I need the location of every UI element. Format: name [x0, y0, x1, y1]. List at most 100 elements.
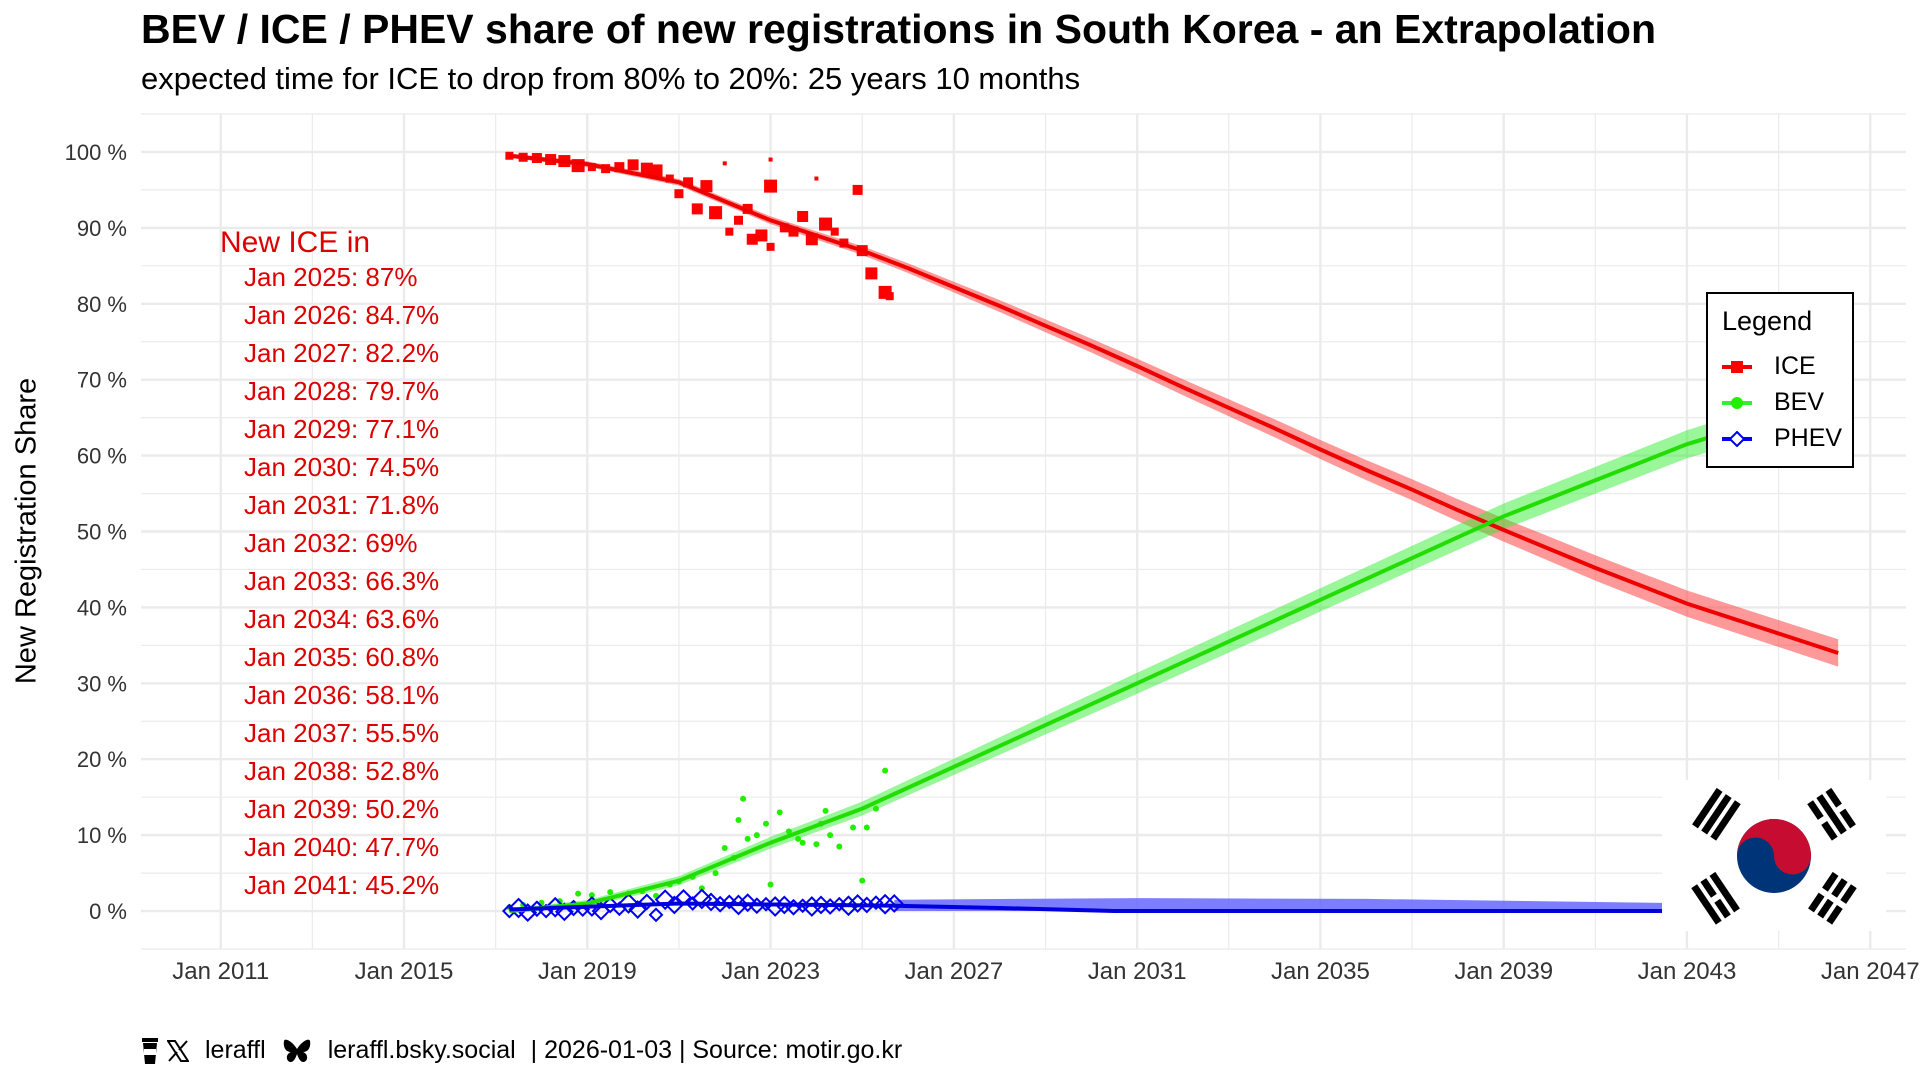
ice-data-point	[779, 223, 789, 233]
bev-data-point	[698, 885, 705, 892]
bev-data-point	[721, 845, 728, 852]
ice-data-point	[722, 161, 727, 166]
bar	[1817, 898, 1834, 919]
phev-trend-line	[509, 901, 1710, 913]
y-tick-label: 10 %	[77, 823, 127, 848]
bev-data-point	[607, 889, 614, 896]
bev-data-point	[753, 832, 760, 839]
x-tick-label: Jan 2047	[1821, 958, 1920, 985]
bev-data-point	[575, 890, 582, 897]
bev-data-point	[735, 816, 742, 823]
annotation-line: Jan 2033: 66.3%	[244, 566, 439, 596]
bar	[1691, 884, 1722, 925]
annotation-heading: New ICE in	[220, 226, 370, 259]
ice-data-point	[764, 179, 778, 193]
bev-data-point	[712, 870, 719, 877]
annotation-line: Jan 2029: 77.1%	[244, 414, 439, 444]
x-tick-label: Jan 2019	[538, 958, 637, 985]
ice-data-point	[691, 203, 703, 215]
bev-data-point	[827, 832, 834, 839]
bev-data-point	[836, 843, 843, 850]
legend-item-phev: PHEV	[1722, 424, 1842, 453]
annotation-line: Jan 2034: 63.6%	[244, 604, 439, 634]
bev-data-point	[799, 839, 806, 846]
chart-title: BEV / ICE / PHEV share of new registrati…	[141, 6, 1656, 52]
south-korea-flag-icon	[1662, 780, 1886, 931]
phev-data-point	[601, 896, 619, 914]
y-tick-label: 0 %	[89, 899, 127, 924]
footer: leraffl leraffl.bsky.social | 2026-01-03…	[141, 1036, 902, 1065]
bev-data-point	[850, 824, 857, 831]
bev-data-point	[859, 877, 866, 884]
ice-data-point	[674, 189, 684, 199]
ice-data-point	[587, 163, 596, 172]
ice-data-point	[614, 162, 625, 173]
ice-data-point	[768, 157, 773, 162]
y-tick-label: 90 %	[77, 216, 127, 241]
ice-confidence-band	[509, 153, 1839, 667]
bev-data-point	[588, 892, 595, 899]
y-axis-label: New Registration Share	[10, 377, 43, 685]
ice-trend-line	[509, 153, 1839, 655]
flag-yang	[1737, 819, 1811, 875]
phev-data-point	[858, 896, 876, 914]
bar	[1831, 878, 1848, 898]
bar	[1714, 898, 1731, 919]
bev-data-point	[882, 767, 889, 774]
x-tick-label: Jan 2023	[721, 958, 820, 985]
y-tick-label: 60 %	[77, 444, 127, 469]
x-tick-label: Jan 2015	[355, 958, 454, 985]
bev-data-point	[740, 795, 747, 802]
bev-trend-line	[509, 396, 1839, 913]
flag-trigram	[1692, 787, 1741, 841]
phev-data-point	[774, 895, 794, 915]
diamond-marker-icon	[1722, 430, 1752, 447]
y-tick-label: 30 %	[77, 671, 127, 696]
annotation-line: Jan 2031: 71.8%	[244, 490, 439, 520]
annotation-line: Jan 2030: 74.5%	[244, 452, 439, 482]
ice-data-point	[788, 226, 799, 237]
bev-data-point	[863, 824, 870, 831]
bar	[1700, 878, 1717, 898]
flag-trigram	[1808, 871, 1857, 925]
ice-data-point	[505, 151, 514, 160]
legend-label: PHEV	[1774, 424, 1843, 452]
annotation-line: Jan 2035: 60.8%	[244, 642, 439, 672]
bar	[1840, 884, 1857, 904]
phev-data-point	[648, 907, 664, 923]
ice-data-point	[814, 176, 819, 181]
y-tick-label: 40 %	[77, 595, 127, 620]
bev-data-point	[813, 841, 820, 848]
ice-data-point	[746, 233, 758, 245]
y-tick-label: 70 %	[77, 368, 127, 393]
annotation-line: Jan 2038: 52.8%	[244, 756, 439, 786]
bar	[1807, 800, 1824, 820]
circle-marker-icon	[1722, 396, 1752, 409]
bar	[1710, 800, 1741, 841]
ice-data-point	[627, 159, 639, 171]
bluesky-butterfly-icon	[283, 1039, 310, 1062]
bev-data-point	[776, 809, 783, 816]
bev-data-point	[795, 835, 802, 842]
flag-trigram	[1807, 787, 1856, 841]
bar	[1816, 794, 1847, 835]
ice-data-point	[683, 177, 694, 188]
ice-data-point	[819, 217, 833, 231]
phev-data-point	[638, 893, 656, 911]
legend-label: BEV	[1774, 388, 1825, 416]
x-tick-label: Jan 2043	[1638, 958, 1737, 985]
bar	[1822, 871, 1839, 892]
bar	[1821, 820, 1838, 841]
annotation-line: Jan 2026: 84.7%	[244, 300, 439, 330]
annotation-line: Jan 2025: 87%	[244, 262, 417, 292]
x-tick-label: Jan 2027	[904, 958, 1003, 985]
x-tick-label: Jan 2039	[1454, 958, 1553, 985]
legend-item-ice: ICE	[1722, 352, 1816, 381]
phev-data-point	[884, 894, 904, 913]
y-tick-label: 20 %	[77, 747, 127, 772]
annotation-line: Jan 2040: 47.7%	[244, 832, 439, 862]
bev-data-point	[767, 881, 774, 888]
annotation-line: Jan 2032: 69%	[244, 528, 417, 558]
legend-title: Legend	[1722, 306, 1813, 336]
ice-data-point	[709, 206, 723, 220]
